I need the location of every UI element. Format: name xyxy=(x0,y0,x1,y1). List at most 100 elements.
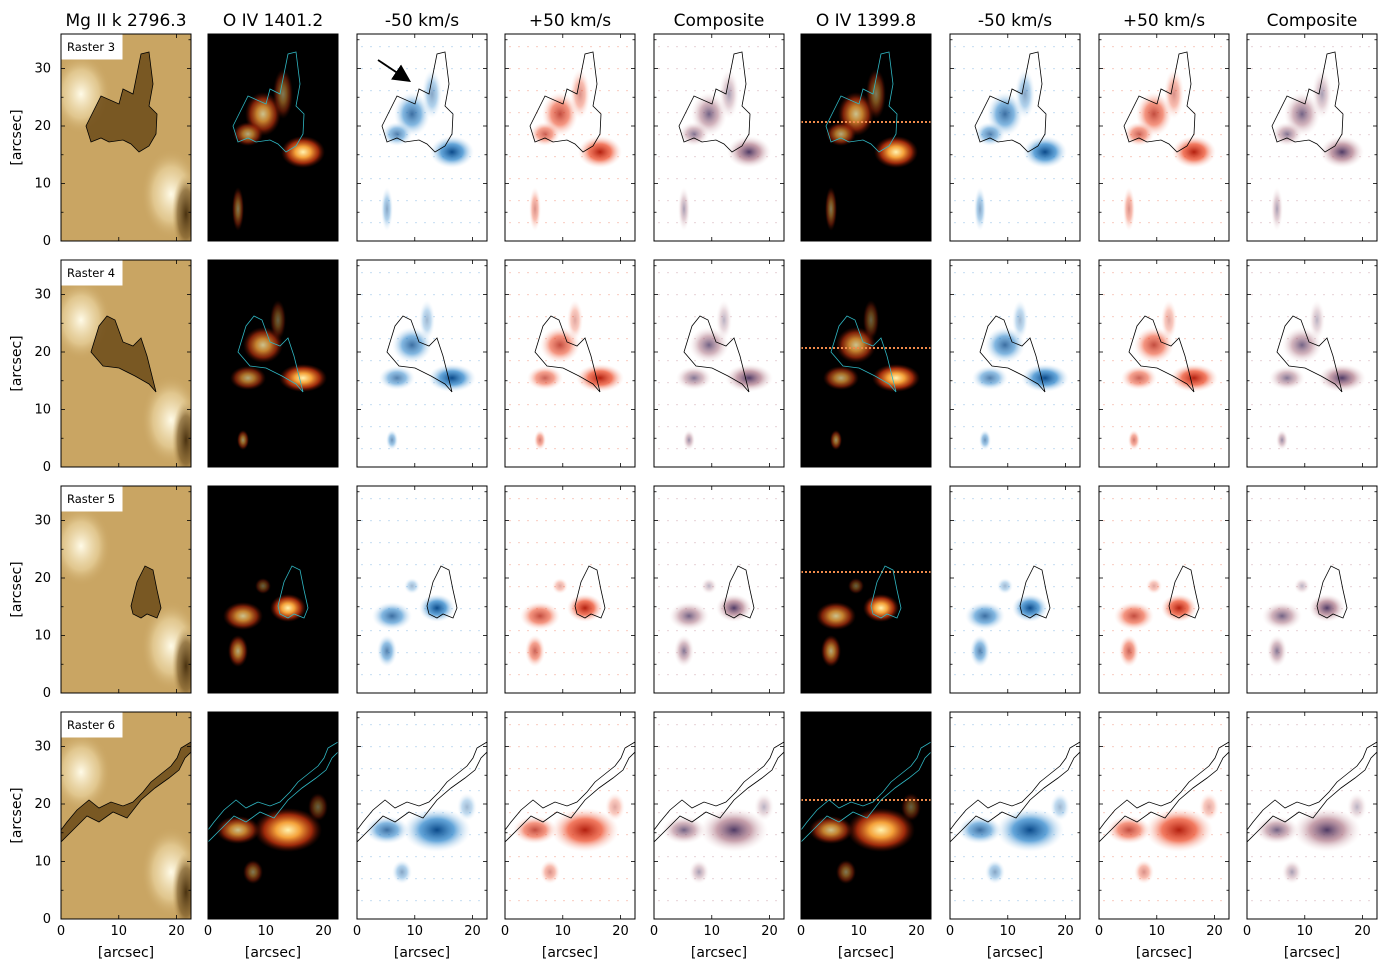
emission-feature xyxy=(377,635,397,667)
emission-feature xyxy=(254,808,322,852)
panel-background xyxy=(950,260,1080,467)
contour-line xyxy=(825,51,898,153)
panel-r0-c4: Composite xyxy=(653,11,785,242)
emission-feature xyxy=(216,816,260,844)
x-tick-label: 10 xyxy=(1297,924,1314,939)
emission-feature xyxy=(392,327,432,363)
emission-feature xyxy=(825,187,837,231)
panel-r2-c4 xyxy=(653,485,785,694)
contour-line xyxy=(237,315,304,393)
contour-line xyxy=(381,51,454,153)
emission-feature xyxy=(243,860,263,884)
x-axis-label: [arcsec] xyxy=(542,945,598,961)
emission-feature xyxy=(1021,364,1069,392)
x-tick-label: 10 xyxy=(1000,924,1017,939)
panel-frame xyxy=(60,259,192,468)
emission-feature xyxy=(576,364,624,392)
panel-frame xyxy=(504,259,636,468)
contour-line xyxy=(426,565,458,619)
row-label-2: Raster 5 xyxy=(67,492,115,506)
emission-feature xyxy=(233,122,263,146)
emission-feature xyxy=(719,69,739,119)
emission-feature xyxy=(279,364,327,392)
x-tick-label: 0 xyxy=(946,924,954,939)
y-tick-label: 30 xyxy=(34,62,51,77)
x-tick-label: 20 xyxy=(1057,924,1074,939)
emission-feature xyxy=(1134,860,1154,884)
emission-feature xyxy=(281,136,325,168)
y-tick-label: 10 xyxy=(34,403,51,418)
emission-feature xyxy=(1276,430,1288,450)
panel-frame xyxy=(504,485,636,694)
panel-frame xyxy=(653,485,785,694)
panel-background xyxy=(654,34,784,241)
x-axis-label: [arcsec] xyxy=(394,945,450,961)
emission-feature xyxy=(230,366,266,390)
emission-feature xyxy=(816,602,856,630)
y-tick-label: 10 xyxy=(34,177,51,192)
panel-r1-c6 xyxy=(949,259,1081,468)
panel-background xyxy=(208,260,338,467)
panel-background xyxy=(1247,34,1377,241)
emission-feature xyxy=(679,122,709,146)
panel-r3-c6: 0 10 20 [arcsec] xyxy=(946,711,1081,961)
emission-feature xyxy=(1012,300,1028,340)
panel-r0-c3: +50 km/s xyxy=(504,11,636,242)
panel-frame xyxy=(60,711,192,920)
x-tick-label: 0 xyxy=(204,924,212,939)
contour-line xyxy=(232,51,305,153)
panel-frame xyxy=(207,485,339,694)
contour-line xyxy=(1019,565,1051,619)
panel-r3-c2: 0 10 20 [arcsec] xyxy=(353,711,488,961)
emission-feature xyxy=(676,366,712,390)
panel-background xyxy=(357,260,487,467)
panel-frame xyxy=(1098,485,1230,694)
panel-frame xyxy=(356,485,488,694)
column-title-5: O IV 1399.8 xyxy=(816,11,916,31)
panel-background xyxy=(801,260,931,467)
emission-feature xyxy=(965,602,1005,630)
y-tick-label: 30 xyxy=(34,288,51,303)
panel-frame xyxy=(653,711,785,920)
panel-r3-c4: 0 10 20 [arcsec] xyxy=(650,711,785,961)
emission-feature xyxy=(1114,602,1154,630)
emission-feature xyxy=(386,430,398,450)
contour-line xyxy=(979,315,1046,393)
emission-feature xyxy=(662,816,706,844)
panel-r2-c1 xyxy=(207,485,339,694)
contour-line xyxy=(534,315,601,393)
emission-feature xyxy=(1320,136,1364,168)
contour-line xyxy=(1168,565,1200,619)
panel-background xyxy=(505,486,635,693)
contour-line xyxy=(723,565,755,619)
emission-feature xyxy=(1170,364,1218,392)
contour-line xyxy=(1276,315,1343,393)
emission-feature xyxy=(1309,300,1325,340)
emission-feature xyxy=(1255,816,1299,844)
contour-line xyxy=(529,51,602,153)
emission-feature xyxy=(678,187,690,231)
emission-feature xyxy=(689,327,729,363)
emission-feature xyxy=(958,816,1002,844)
emission-feature xyxy=(605,793,625,821)
contour-line xyxy=(1316,565,1348,619)
emission-feature xyxy=(874,136,918,168)
y-tick-label: 20 xyxy=(34,797,51,812)
x-tick-label: 10 xyxy=(407,924,424,939)
contour-line xyxy=(683,315,750,393)
panel-frame xyxy=(207,33,339,242)
panel-background xyxy=(654,486,784,693)
x-tick-label: 20 xyxy=(168,924,185,939)
panel-background xyxy=(208,486,338,693)
column-title-2: -50 km/s xyxy=(385,11,459,31)
emission-feature xyxy=(1128,430,1140,450)
emission-feature xyxy=(1172,136,1216,168)
contour-line xyxy=(357,741,487,843)
emission-feature xyxy=(273,69,293,119)
emission-feature xyxy=(725,364,773,392)
x-tick-label: 0 xyxy=(1243,924,1251,939)
emission-feature xyxy=(1272,122,1302,146)
x-axis-label: [arcsec] xyxy=(838,945,894,961)
